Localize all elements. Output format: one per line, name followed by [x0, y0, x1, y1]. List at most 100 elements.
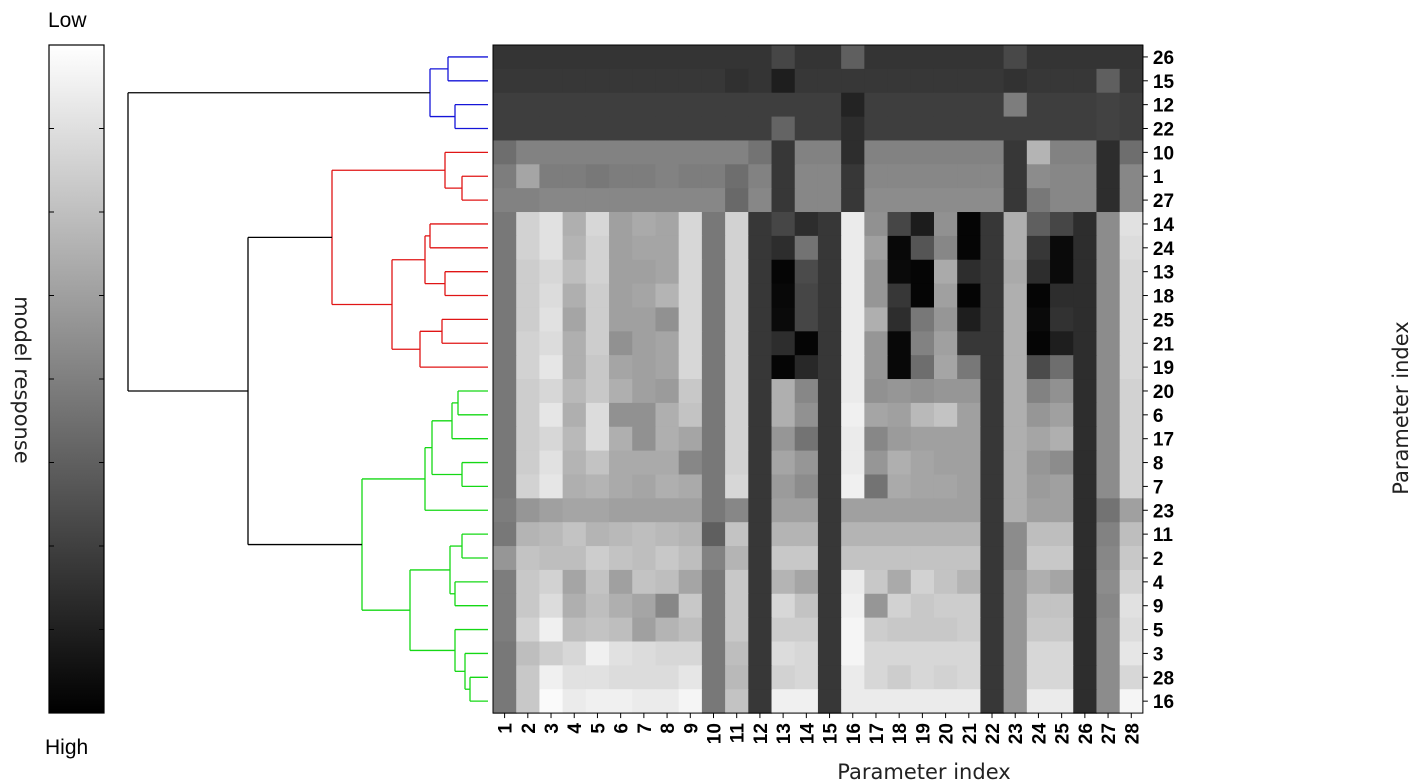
heatmap-cell: [655, 641, 680, 666]
heatmap-cell: [980, 379, 1005, 404]
heatmap-cell: [632, 355, 657, 380]
heatmap-cell: [1050, 546, 1074, 571]
heatmap-cell: [771, 307, 796, 332]
heatmap-cell: [887, 140, 912, 165]
colorbar-high-label: High: [45, 736, 88, 759]
heatmap-cell: [1050, 212, 1074, 237]
heatmap-cell: [1096, 617, 1121, 643]
heatmap-cell: [1026, 498, 1051, 523]
heatmap-cell: [771, 116, 796, 142]
heatmap-cell: [1050, 426, 1074, 452]
heatmap-cell: [725, 331, 749, 356]
heatmap-cell: [817, 188, 842, 213]
heatmap-cell: [516, 593, 541, 619]
heatmap-cell: [1026, 665, 1051, 690]
row-tick-label: 26: [1153, 48, 1174, 69]
heatmap-cell: [794, 92, 819, 118]
heatmap-cell: [1119, 522, 1144, 547]
heatmap-cell: [1026, 140, 1051, 165]
heatmap-cell: [516, 522, 541, 547]
heatmap-cell: [794, 188, 819, 213]
column-tick-label: 20: [937, 723, 958, 744]
heatmap-cell: [539, 259, 564, 285]
heatmap-cell: [1119, 92, 1144, 118]
column-tick-label: 2: [519, 723, 540, 734]
heatmap-cell: [701, 331, 726, 356]
heatmap-cell: [701, 522, 726, 547]
heatmap-cell: [980, 164, 1005, 189]
heatmap-cell: [516, 379, 541, 404]
heatmap-cell: [493, 212, 517, 237]
heatmap-cell: [887, 498, 912, 523]
heatmap-cell: [585, 331, 610, 356]
heatmap-cell: [980, 45, 1005, 70]
heatmap-cell: [887, 379, 912, 404]
heatmap-cell: [841, 331, 865, 356]
heatmap-cell: [562, 212, 587, 237]
heatmap-cell: [493, 474, 517, 499]
heatmap-cell: [701, 259, 726, 285]
heatmap-cell: [655, 546, 680, 571]
column-tick-label: 23: [1006, 723, 1027, 744]
heatmap-cell: [1096, 355, 1121, 380]
heatmap-cell: [957, 355, 982, 380]
heatmap-cell: [957, 140, 982, 165]
heatmap-cell: [725, 498, 749, 523]
heatmap-cell: [539, 283, 564, 309]
heatmap-cell: [1096, 212, 1121, 237]
heatmap-cell: [562, 116, 587, 142]
heatmap-cell: [794, 355, 819, 380]
heatmap-cell: [1026, 116, 1051, 142]
heatmap-cell: [794, 402, 819, 428]
heatmap-cell: [609, 307, 633, 332]
heatmap-cell: [609, 259, 633, 285]
heatmap-cell: [1003, 641, 1028, 666]
heatmap-cell: [632, 379, 657, 404]
heatmap-cell: [516, 331, 541, 356]
heatmap-cell: [493, 235, 517, 261]
heatmap-cell: [748, 355, 773, 380]
heatmap-cell: [1026, 68, 1051, 94]
heatmap-cell: [1096, 593, 1121, 619]
heatmap-cell: [632, 188, 657, 213]
heatmap-cell: [910, 259, 935, 285]
heatmap-cell: [1050, 617, 1074, 643]
heatmap-cell: [701, 140, 726, 165]
heatmap-cell: [655, 665, 680, 690]
heatmap-cell: [632, 522, 657, 547]
heatmap-cell: [562, 593, 587, 619]
heatmap-cell: [539, 450, 564, 476]
heatmap-cell: [794, 593, 819, 619]
heatmap-cell: [841, 569, 865, 595]
heatmap-cell: [1003, 45, 1028, 70]
heatmap-cell: [562, 402, 587, 428]
heatmap-cell: [1096, 164, 1121, 189]
heatmap-cell: [980, 402, 1005, 428]
heatmap-cell: [493, 259, 517, 285]
heatmap-cell: [655, 379, 680, 404]
heatmap-cell: [1050, 474, 1074, 499]
heatmap-cell: [539, 402, 564, 428]
heatmap-cell: [1073, 474, 1098, 499]
heatmap-cell: [655, 92, 680, 118]
heatmap-cell: [1073, 188, 1098, 213]
heatmap-cell: [562, 546, 587, 571]
heatmap-cell: [655, 426, 680, 452]
heatmap-cell: [841, 355, 865, 380]
heatmap-cell: [933, 546, 958, 571]
heatmap-cell: [562, 331, 587, 356]
heatmap-cell: [609, 617, 633, 643]
heatmap-cell: [980, 641, 1005, 666]
heatmap-cell: [493, 522, 517, 547]
heatmap-cell: [539, 498, 564, 523]
heatmap-cell: [957, 617, 982, 643]
heatmap-cell: [725, 379, 749, 404]
heatmap-cell: [609, 283, 633, 309]
heatmap-cell: [632, 307, 657, 332]
heatmap-cell: [678, 140, 703, 165]
heatmap-cell: [887, 450, 912, 476]
heatmap-cell: [562, 379, 587, 404]
heatmap-cell: [1096, 498, 1121, 523]
heatmap-cell: [1096, 402, 1121, 428]
heatmap-cell: [632, 235, 657, 261]
